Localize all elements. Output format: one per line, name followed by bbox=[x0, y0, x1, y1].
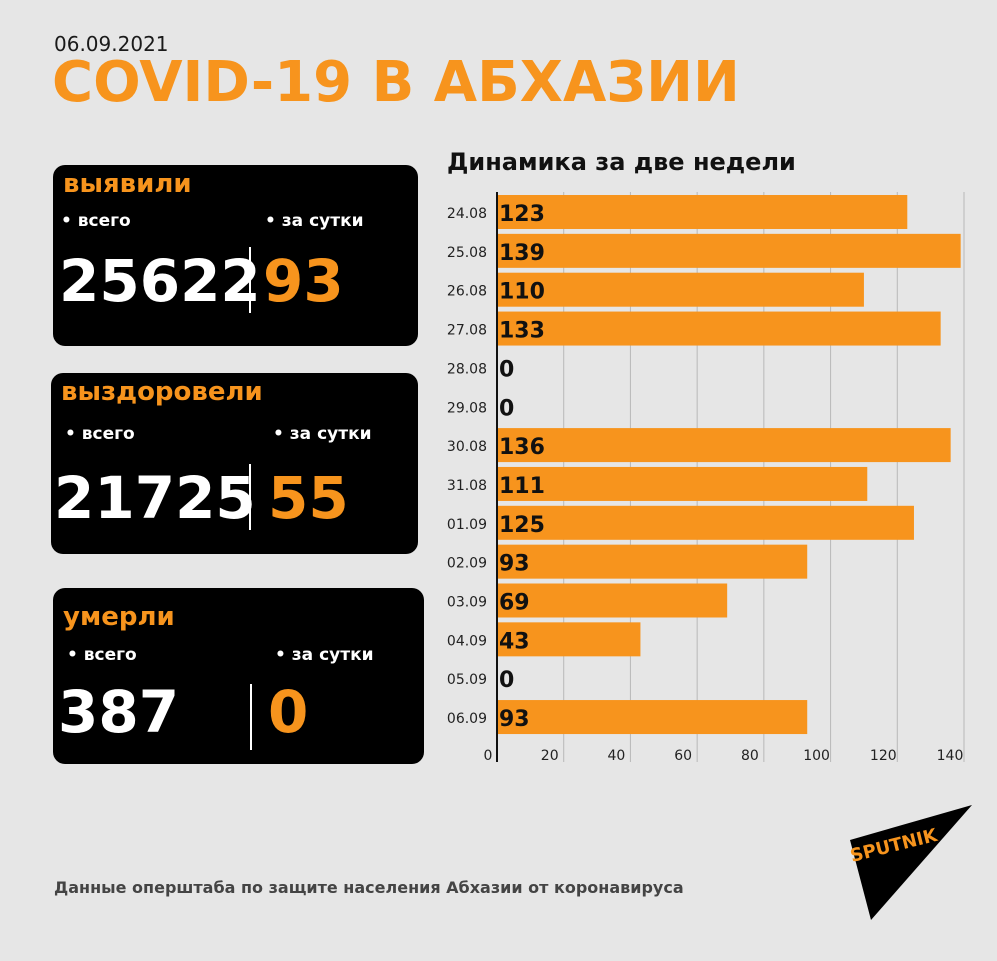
x-tick-label: 0 bbox=[484, 748, 493, 764]
bar-value-label: 133 bbox=[499, 319, 545, 344]
bar bbox=[497, 233, 961, 268]
card-recovered: выздоровели всего за сутки 21725 55 bbox=[51, 373, 418, 554]
total-value: 25622 bbox=[59, 247, 261, 315]
card-detected: выявили всего за сутки 25622 93 bbox=[53, 165, 418, 346]
bar bbox=[497, 700, 808, 735]
bar bbox=[497, 583, 728, 618]
bar-value-label: 93 bbox=[499, 707, 530, 732]
bar-value-label: 0 bbox=[499, 396, 514, 421]
source-note: Данные оперштаба по защите населения Абх… bbox=[54, 878, 684, 897]
bar-chart: 12324.0813925.0811026.0813327.08028.0802… bbox=[447, 192, 965, 764]
category-label: 25.08 bbox=[447, 245, 487, 261]
total-label: всего bbox=[61, 211, 131, 231]
total-value: 387 bbox=[58, 678, 180, 746]
category-label: 01.09 bbox=[447, 517, 487, 533]
date: 06.09.2021 bbox=[54, 32, 169, 56]
category-label: 26.08 bbox=[447, 284, 487, 300]
category-label: 04.09 bbox=[447, 633, 487, 649]
category-label: 02.09 bbox=[447, 556, 487, 572]
category-label: 06.09 bbox=[447, 711, 487, 727]
page-title: COVID-19 В АБХАЗИИ bbox=[52, 50, 740, 115]
category-label: 30.08 bbox=[447, 439, 487, 455]
divider bbox=[250, 684, 252, 750]
bar-value-label: 136 bbox=[499, 435, 545, 460]
bar-value-label: 93 bbox=[499, 552, 530, 577]
bar-value-label: 69 bbox=[499, 591, 530, 616]
bar-value-label: 139 bbox=[499, 241, 545, 266]
bar bbox=[497, 195, 908, 229]
category-label: 24.08 bbox=[447, 206, 487, 222]
bar bbox=[497, 311, 941, 346]
category-label: 03.09 bbox=[447, 595, 487, 611]
category-label: 29.08 bbox=[447, 400, 487, 416]
category-label: 27.08 bbox=[447, 323, 487, 339]
bar-value-label: 43 bbox=[499, 629, 530, 654]
bar bbox=[497, 466, 868, 501]
bar bbox=[497, 272, 864, 307]
day-value: 93 bbox=[263, 247, 344, 315]
category-label: 28.08 bbox=[447, 361, 487, 377]
card-heading: выявили bbox=[63, 169, 192, 199]
x-tick-label: 140 bbox=[937, 748, 964, 764]
total-value: 21725 bbox=[54, 464, 256, 532]
card-heading: умерли bbox=[63, 602, 175, 632]
sputnik-logo: SPUTNIK bbox=[848, 805, 972, 920]
total-label: всего bbox=[65, 424, 135, 444]
x-tick-label: 60 bbox=[674, 748, 692, 764]
bar bbox=[497, 622, 641, 657]
bar-value-label: 125 bbox=[499, 513, 545, 538]
chart-title: Динамика за две недели bbox=[447, 148, 796, 176]
x-tick-label: 120 bbox=[870, 748, 897, 764]
x-tick-label: 20 bbox=[541, 748, 559, 764]
divider bbox=[249, 464, 251, 530]
bar-value-label: 110 bbox=[499, 280, 545, 305]
bar bbox=[497, 505, 914, 540]
bar bbox=[497, 428, 951, 463]
day-label: за сутки bbox=[275, 645, 374, 665]
day-value: 0 bbox=[268, 678, 309, 746]
x-tick-label: 40 bbox=[608, 748, 626, 764]
bar-value-label: 111 bbox=[499, 474, 545, 499]
bar-value-label: 0 bbox=[499, 357, 514, 382]
day-value: 55 bbox=[268, 464, 349, 532]
bar-value-label: 123 bbox=[499, 202, 545, 227]
category-label: 05.09 bbox=[447, 672, 487, 688]
card-heading: выздоровели bbox=[61, 377, 263, 407]
category-label: 31.08 bbox=[447, 478, 487, 494]
day-label: за сутки bbox=[265, 211, 364, 231]
x-tick-label: 80 bbox=[741, 748, 759, 764]
total-label: всего bbox=[67, 645, 137, 665]
day-label: за сутки bbox=[273, 424, 372, 444]
bar bbox=[497, 544, 808, 579]
card-deaths: умерли всего за сутки 387 0 bbox=[53, 588, 424, 764]
divider bbox=[249, 247, 251, 313]
bar-value-label: 0 bbox=[499, 668, 514, 693]
x-tick-label: 100 bbox=[803, 748, 830, 764]
